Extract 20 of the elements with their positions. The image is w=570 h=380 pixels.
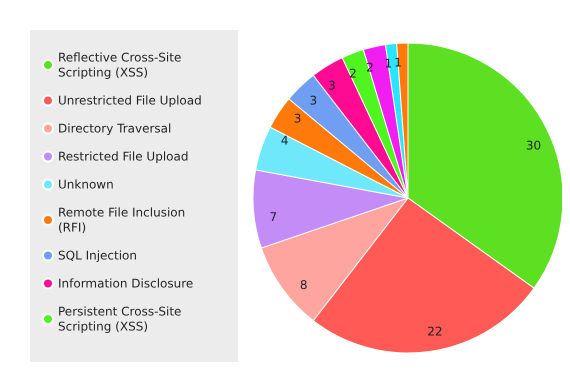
- legend-label: Directory Traversal: [58, 122, 172, 136]
- data-label: 2: [349, 66, 357, 81]
- legend-label: Unknown: [58, 178, 114, 192]
- legend-label: Remote File Inclusion (RFI): [58, 206, 190, 234]
- data-label: 30: [526, 138, 542, 153]
- legend-label: Reflective Cross-Site Scripting (XSS): [58, 50, 186, 80]
- data-label: 22: [427, 324, 443, 338]
- data-label: 8: [300, 278, 308, 292]
- data-label: 4: [280, 134, 288, 148]
- legend-label: Restricted File Upload: [58, 150, 188, 164]
- data-label: 1: [384, 56, 392, 70]
- legend-label: Unrestricted File Upload: [58, 94, 202, 108]
- data-label: 3: [294, 112, 302, 126]
- data-label: 7: [270, 210, 278, 224]
- data-label: 3: [309, 93, 318, 108]
- legend-label: Persistent Cross-Site Scripting (XSS): [58, 304, 186, 334]
- legend-label: Information Disclosure: [58, 276, 194, 290]
- legend-label: SQL Injection: [58, 248, 138, 262]
- data-label: 1: [394, 55, 402, 70]
- data-label: 3: [328, 78, 336, 92]
